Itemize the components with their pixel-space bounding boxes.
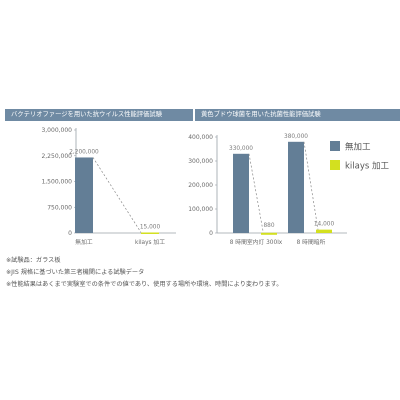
right-bar: [261, 232, 277, 235]
right-bar: [288, 141, 304, 233]
right-y-tick-label: 400,000: [188, 134, 213, 141]
left-category-label: 無加工: [75, 238, 93, 246]
left-chart-title: バクテリオファージを用いた抗ウイルス性能評価試験: [5, 109, 193, 121]
left-y-tick-label: 750,000: [47, 204, 72, 211]
right-reduction-connector: [248, 153, 264, 232]
left-y-tick-label: 3,000,000: [41, 127, 72, 134]
note-jis: ※JIS 規格に基づいた第三者機関による試験データ: [6, 269, 145, 276]
legend-label: kilays 加工: [345, 161, 390, 172]
legend-swatch: [330, 160, 340, 170]
right-reduction-connector: [303, 141, 319, 230]
left-y-tick-label: 2,250,000: [41, 153, 72, 160]
right-data-label: 14,000: [314, 222, 335, 228]
left-bar: [141, 232, 159, 234]
right-chart-title: 黄色ブドウ球菌を用いた抗菌性能評価試験: [195, 109, 400, 121]
right-y-tick-label: 300,000: [188, 158, 213, 165]
footnotes: ※試験品：ガラス板 ※JIS 規格に基づいた第三者機関による試験データ ※性能結…: [6, 255, 396, 291]
left-bar: [75, 157, 93, 233]
right-data-label: 380,000: [284, 134, 308, 140]
right-y-tick-label: 0: [209, 230, 213, 237]
left-data-label: 2,200,000: [69, 149, 99, 155]
left-data-label: 15,000: [140, 224, 161, 230]
left-y-tick-label: 0: [68, 230, 72, 237]
note-test-item: ※試験品：ガラス板: [6, 257, 61, 264]
legend-swatch: [330, 141, 340, 151]
right-data-label: 330,000: [229, 146, 253, 152]
right-y-tick-label: 200,000: [188, 182, 213, 189]
right-data-label: 880: [263, 223, 274, 229]
right-category-label: 8 時間室内灯 300lx: [230, 238, 283, 246]
right-bar: [316, 229, 332, 233]
right-y-tick-label: 100,000: [188, 206, 213, 213]
right-category-label: 8 時間暗所: [297, 238, 326, 246]
note-performance: ※性能結果はあくまで実験室での条件での値であり、使用する場所や環境、時間により変…: [6, 281, 283, 288]
left-y-tick-label: 1,500,000: [41, 179, 72, 186]
legend-label: 無加工: [345, 142, 371, 153]
left-category-label: kilays 加工: [135, 238, 165, 246]
left-reduction-connector: [92, 157, 142, 233]
right-bar: [233, 153, 249, 233]
